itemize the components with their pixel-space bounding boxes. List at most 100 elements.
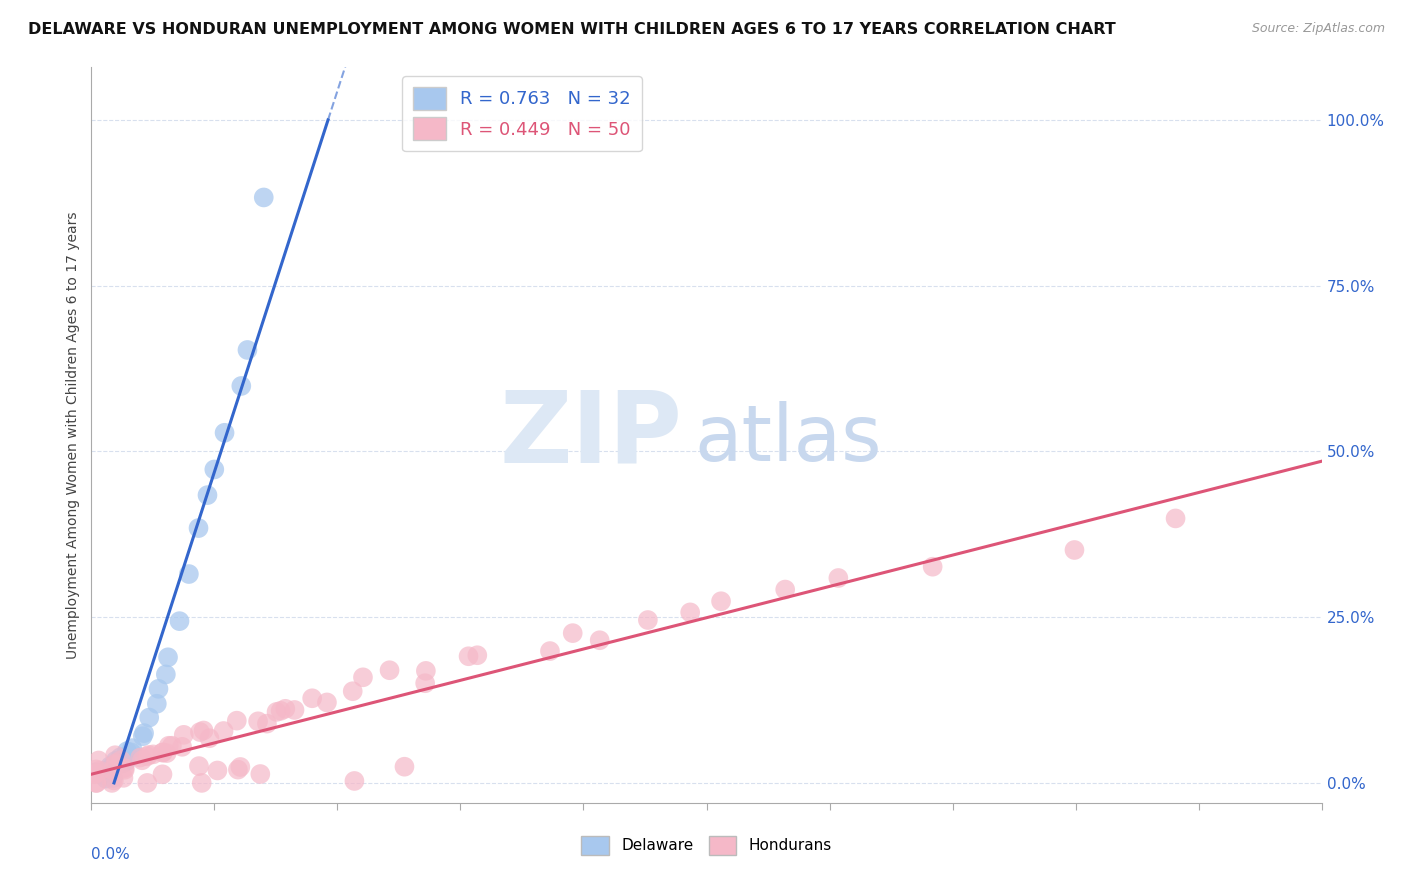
Point <box>561 626 583 640</box>
Point <box>679 606 702 620</box>
Point <box>415 664 437 678</box>
Point <box>173 728 195 742</box>
Text: Source: ZipAtlas.com: Source: ZipAtlas.com <box>1251 22 1385 36</box>
Point <box>177 567 200 582</box>
Point <box>197 488 219 502</box>
Text: DELAWARE VS HONDURAN UNEMPLOYMENT AMONG WOMEN WITH CHILDREN AGES 6 TO 17 YEARS C: DELAWARE VS HONDURAN UNEMPLOYMENT AMONG … <box>28 22 1116 37</box>
Point <box>172 739 194 754</box>
Point <box>101 758 124 772</box>
Point <box>152 746 174 760</box>
Text: ZIP: ZIP <box>499 386 682 483</box>
Point <box>87 754 110 768</box>
Point <box>86 766 108 780</box>
Point <box>84 763 107 777</box>
Point <box>156 746 179 760</box>
Point <box>773 582 796 597</box>
Point <box>198 731 221 746</box>
Point <box>207 764 229 778</box>
Point <box>589 633 612 648</box>
Point <box>827 571 849 585</box>
Point <box>266 705 288 719</box>
Point <box>301 691 323 706</box>
Point <box>188 725 211 739</box>
Point <box>394 760 416 774</box>
Point <box>342 684 364 698</box>
Point <box>94 772 117 786</box>
Point <box>226 763 249 777</box>
Point <box>111 756 134 771</box>
Point <box>249 767 271 781</box>
Point <box>256 716 278 731</box>
Point <box>247 714 270 729</box>
Y-axis label: Unemployment Among Women with Children Ages 6 to 17 years: Unemployment Among Women with Children A… <box>66 211 80 658</box>
Point <box>135 749 157 764</box>
Point <box>274 702 297 716</box>
Point <box>150 746 173 760</box>
Point <box>120 746 142 760</box>
Point <box>129 750 152 764</box>
Legend: Delaware, Hondurans: Delaware, Hondurans <box>575 830 838 862</box>
Point <box>212 724 235 739</box>
Point <box>98 759 121 773</box>
Point <box>157 650 180 665</box>
Text: atlas: atlas <box>695 401 882 476</box>
Point <box>115 744 138 758</box>
Point <box>136 776 159 790</box>
Point <box>101 776 124 790</box>
Point <box>253 190 276 204</box>
Point <box>231 379 253 393</box>
Point <box>187 521 209 535</box>
Point <box>132 729 155 743</box>
Point <box>190 776 212 790</box>
Point <box>110 750 132 764</box>
Point <box>465 648 488 663</box>
Point <box>104 754 127 768</box>
Point <box>112 771 135 785</box>
Point <box>710 594 733 608</box>
Point <box>160 739 183 753</box>
Point <box>316 695 339 709</box>
Point <box>114 761 136 775</box>
Point <box>90 767 112 781</box>
Point <box>101 764 124 778</box>
Point <box>105 756 128 770</box>
Point <box>188 759 211 773</box>
Point <box>236 343 259 357</box>
Point <box>343 774 366 789</box>
Point <box>146 697 169 711</box>
Point <box>86 776 108 790</box>
Point <box>103 773 125 788</box>
Point <box>138 710 160 724</box>
Point <box>84 767 107 781</box>
Point <box>89 764 111 778</box>
Text: 0.0%: 0.0% <box>91 847 131 862</box>
Point <box>84 765 107 780</box>
Point <box>202 462 225 476</box>
Point <box>1063 543 1085 558</box>
Point <box>157 739 180 753</box>
Point <box>193 723 215 738</box>
Point <box>413 676 436 690</box>
Point <box>138 747 160 762</box>
Point <box>225 714 247 728</box>
Point <box>104 757 127 772</box>
Point <box>538 644 561 658</box>
Point <box>96 769 118 783</box>
Point <box>152 767 174 781</box>
Point <box>270 704 292 718</box>
Point <box>378 663 401 677</box>
Point <box>229 760 252 774</box>
Point <box>94 764 117 778</box>
Point <box>283 703 305 717</box>
Point <box>115 755 138 769</box>
Point <box>101 771 124 785</box>
Point <box>214 425 236 440</box>
Point <box>142 747 165 762</box>
Point <box>104 748 127 763</box>
Point <box>155 667 177 681</box>
Point <box>114 763 136 777</box>
Point <box>132 726 155 740</box>
Point <box>352 670 374 684</box>
Point <box>86 776 108 790</box>
Point <box>1164 511 1187 525</box>
